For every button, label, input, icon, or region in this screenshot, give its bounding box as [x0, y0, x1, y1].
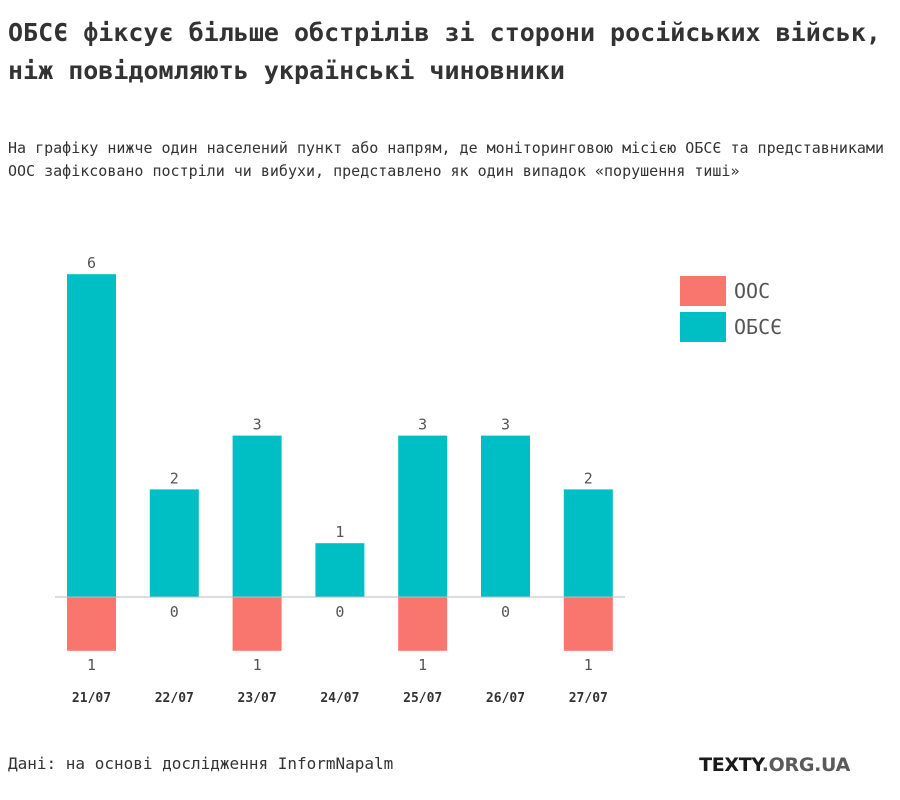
data-label-oos-4: 1: [418, 656, 427, 674]
brand-logo: TEXTY.ORG.UA: [699, 754, 850, 776]
x-tick-label-2: 23/07: [238, 691, 277, 706]
data-label-osce-0: 6: [87, 254, 96, 272]
data-label-oos-0: 1: [87, 656, 96, 674]
data-label-oos-5: 0: [501, 603, 510, 621]
legend: ООС ОБСЄ: [680, 275, 782, 347]
bar-oos-6: [563, 597, 613, 651]
x-tick-label-3: 24/07: [320, 691, 359, 706]
data-label-osce-3: 1: [335, 523, 344, 541]
bar-osce-2: [232, 435, 282, 597]
bar-osce-3: [315, 543, 365, 597]
data-label-oos-6: 1: [584, 656, 593, 674]
data-source: Дані: на основі дослідження InformNapalm: [8, 754, 394, 773]
data-label-osce-2: 3: [253, 416, 262, 434]
data-label-oos-1: 0: [170, 603, 179, 621]
data-label-oos-2: 1: [253, 656, 262, 674]
legend-item-oos: ООС: [680, 275, 782, 307]
bar-oos-2: [232, 597, 282, 651]
legend-swatch-osce: [680, 312, 726, 342]
legend-label-osce: ОБСЄ: [734, 315, 783, 339]
data-label-osce-1: 2: [170, 469, 179, 487]
bar-oos-4: [398, 597, 448, 651]
data-label-oos-3: 0: [335, 603, 344, 621]
x-tick-label-4: 25/07: [403, 691, 442, 706]
bar-oos-0: [67, 597, 116, 651]
bar-osce-0: [67, 274, 116, 597]
brand-part-1: TEXTY: [699, 754, 762, 776]
data-label-osce-4: 3: [418, 416, 427, 434]
x-tick-label-5: 26/07: [486, 691, 525, 706]
legend-swatch-oos: [680, 276, 726, 306]
bar-osce-1: [149, 489, 199, 597]
data-label-osce-5: 3: [501, 416, 510, 434]
bar-osce-6: [563, 489, 613, 597]
chart-subtitle: На графіку нижче один населений пункт аб…: [8, 139, 884, 180]
bar-osce-5: [481, 435, 530, 597]
brand-part-2: .ORG.UA: [761, 754, 851, 776]
bar-osce-4: [398, 435, 448, 597]
data-label-osce-6: 2: [584, 469, 593, 487]
chart-title: ОБСЄ фіксує більше обстрілів зі сторони …: [8, 18, 881, 85]
legend-item-osce: ОБСЄ: [680, 311, 782, 343]
x-tick-label-0: 21/07: [72, 691, 111, 706]
legend-label-oos: ООС: [734, 279, 771, 303]
x-tick-label-1: 22/07: [155, 691, 194, 706]
x-tick-label-6: 27/07: [569, 691, 608, 706]
